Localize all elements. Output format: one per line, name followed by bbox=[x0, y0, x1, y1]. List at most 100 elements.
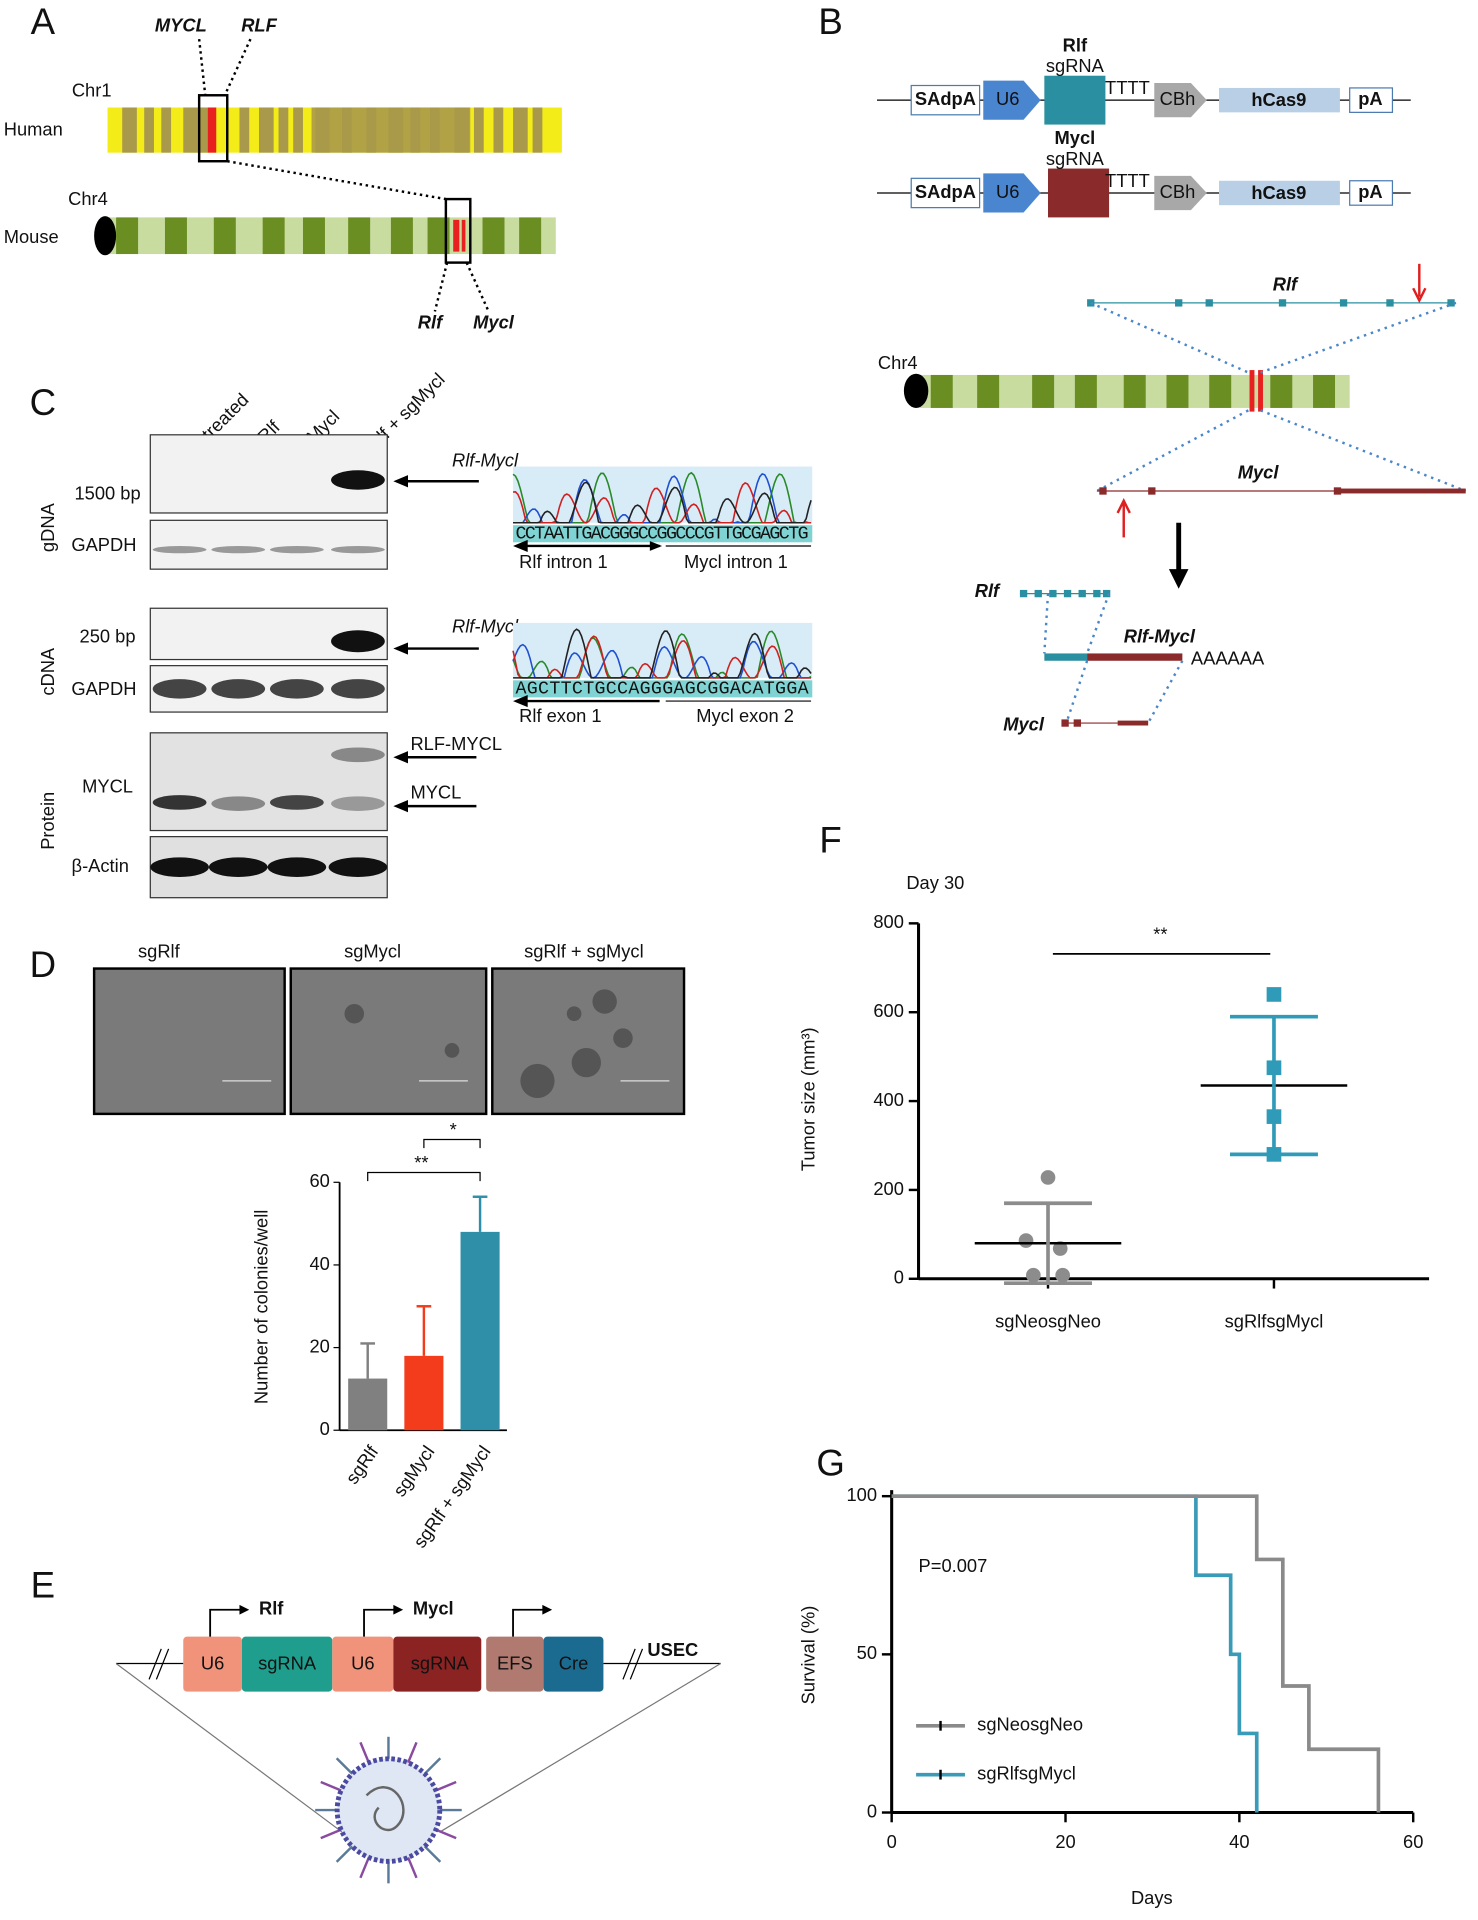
element bbox=[393, 1636, 482, 1692]
band bbox=[977, 374, 1000, 408]
panel-label: C bbox=[30, 382, 56, 423]
dotted bbox=[433, 262, 449, 312]
dotted bbox=[227, 160, 447, 201]
element-label: SAdpA bbox=[915, 88, 976, 109]
product-label: Rlf-Mycl bbox=[452, 450, 519, 471]
significance: ** bbox=[1153, 923, 1167, 944]
survival-line bbox=[891, 1494, 1381, 1813]
panel-label: B bbox=[818, 1, 842, 42]
significance: * bbox=[450, 1119, 457, 1140]
fusion-label: Rlf bbox=[1124, 625, 1150, 646]
point bbox=[1055, 1267, 1070, 1283]
guide-label: Rlf bbox=[259, 1598, 284, 1619]
exon bbox=[1175, 299, 1183, 307]
exon bbox=[1333, 487, 1342, 495]
virus bbox=[334, 1756, 443, 1864]
band bbox=[331, 747, 385, 763]
arrowhead bbox=[1168, 569, 1189, 589]
y-tick-label: 400 bbox=[873, 1089, 904, 1110]
micrograph bbox=[491, 967, 686, 1116]
element bbox=[486, 1636, 544, 1692]
band bbox=[269, 795, 324, 810]
arrowhead bbox=[239, 1604, 250, 1615]
legend-label: sgNeosgNeo bbox=[977, 1714, 1083, 1735]
polya: AAAAAA bbox=[1191, 647, 1265, 668]
outline bbox=[439, 1662, 721, 1833]
element-label: U6 bbox=[201, 1653, 224, 1674]
arrowhead bbox=[393, 751, 409, 764]
seq-label: Rlf intron 1 bbox=[519, 551, 608, 572]
locus bbox=[1258, 370, 1263, 412]
x-tick-label: sgRlfsgMycl bbox=[1225, 1311, 1324, 1332]
fusion-label: -Mycl bbox=[1148, 625, 1196, 646]
band bbox=[208, 857, 268, 877]
box bbox=[197, 94, 229, 163]
fusion bbox=[1087, 653, 1183, 661]
arrowhead bbox=[513, 539, 528, 553]
chr-label: Chr1 bbox=[72, 79, 112, 100]
element-label: U6 bbox=[351, 1653, 374, 1674]
x-tick-label: 60 bbox=[1403, 1831, 1423, 1852]
element-label: CBh bbox=[1160, 88, 1196, 109]
bracket bbox=[423, 1138, 481, 1149]
centromere bbox=[903, 373, 929, 408]
x-axis-label: Days bbox=[1131, 1887, 1173, 1908]
gene-label: Rlf bbox=[1273, 274, 1299, 295]
y-tick-label: 100 bbox=[846, 1484, 877, 1505]
exon bbox=[1148, 487, 1156, 495]
x-tick-label: 20 bbox=[1055, 1831, 1075, 1852]
band bbox=[513, 107, 528, 153]
y-tick-label: 0 bbox=[867, 1800, 877, 1821]
exon bbox=[1087, 299, 1095, 307]
chr-label: Chr4 bbox=[878, 352, 918, 373]
element-label: hCas9 bbox=[1251, 182, 1306, 203]
band bbox=[269, 545, 324, 554]
blot bbox=[149, 519, 388, 570]
guide-label: Mycl bbox=[413, 1598, 454, 1619]
band bbox=[331, 470, 385, 490]
colony bbox=[613, 1028, 633, 1048]
band bbox=[150, 857, 209, 877]
cas9 bbox=[1219, 87, 1340, 113]
y-tick-label: 40 bbox=[309, 1253, 329, 1274]
element-label: EFS bbox=[497, 1653, 533, 1674]
row-label: Protein bbox=[37, 792, 58, 850]
gene-label: Mycl bbox=[473, 312, 515, 333]
blot-label: GAPDH bbox=[71, 678, 136, 699]
break bbox=[148, 1648, 644, 1680]
exon bbox=[1093, 589, 1101, 598]
tss-arrow bbox=[363, 1608, 396, 1637]
seq-label: Rlf exon 1 bbox=[519, 705, 601, 726]
band bbox=[331, 630, 385, 653]
sequence-bg bbox=[513, 525, 813, 543]
point bbox=[1040, 1170, 1056, 1185]
dotted bbox=[1260, 301, 1457, 374]
colony bbox=[592, 989, 617, 1014]
band bbox=[213, 217, 236, 255]
bar bbox=[348, 1378, 388, 1431]
element-label: U6 bbox=[996, 181, 1019, 202]
y-tick-label: 800 bbox=[873, 911, 904, 932]
guide-gene: Mycl bbox=[1055, 127, 1096, 148]
row-label: gDNA bbox=[37, 502, 58, 552]
gene-label: Mycl bbox=[1003, 713, 1045, 734]
band bbox=[259, 107, 274, 153]
sequence: AGCTTCTGCCAGGGAGCGGACATGGA bbox=[515, 679, 808, 700]
spike bbox=[335, 1843, 355, 1863]
image-label: sgMycl bbox=[344, 941, 401, 962]
sequence-bg bbox=[513, 680, 813, 698]
colony bbox=[571, 1047, 601, 1078]
tss-arrow bbox=[209, 1608, 242, 1637]
band bbox=[211, 545, 266, 554]
exon bbox=[1078, 589, 1086, 598]
chart-title: Day 30 bbox=[906, 872, 964, 893]
colony bbox=[444, 1043, 460, 1058]
dotted bbox=[1085, 593, 1111, 654]
exon bbox=[1386, 299, 1394, 307]
y-axis-label: Tumor size (mm³) bbox=[798, 1027, 819, 1171]
x-tick-label: sgNeosgNeo bbox=[995, 1311, 1101, 1332]
promoter bbox=[1154, 83, 1207, 118]
exon bbox=[1339, 299, 1348, 307]
band bbox=[161, 107, 172, 153]
arrowhead bbox=[649, 541, 663, 551]
